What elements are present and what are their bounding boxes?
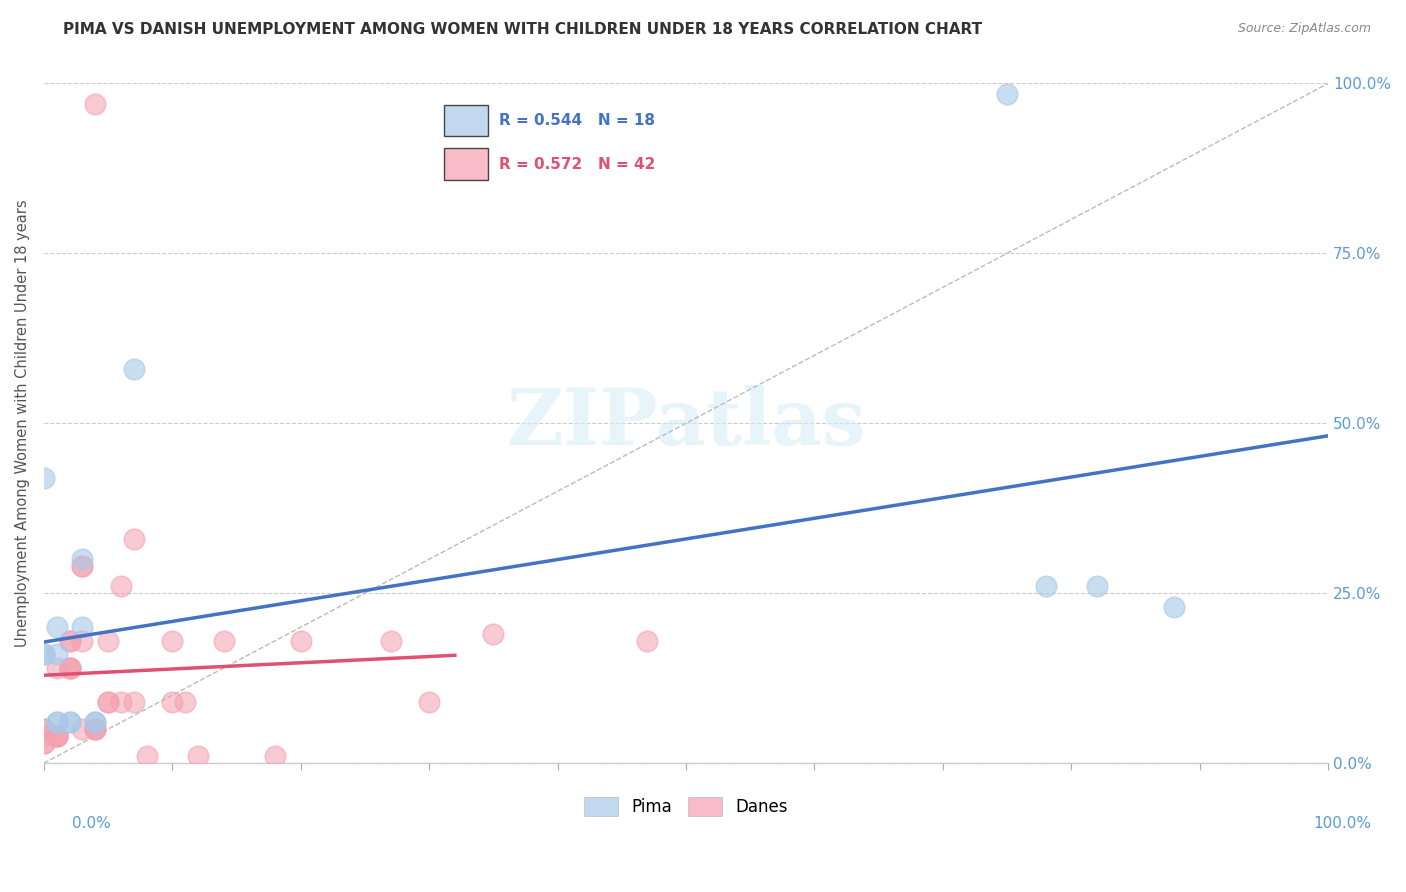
Point [72,620,94,634]
Text: Source: ZipAtlas.com: Source: ZipAtlas.com [1237,22,1371,36]
Point [45,729,67,743]
Point [1035,579,1057,593]
Point [45,620,67,634]
Point [45,729,67,743]
Point [174,695,197,709]
Point [1085,579,1108,593]
Y-axis label: Unemployment Among Women with Children Under 18 years: Unemployment Among Women with Children U… [15,200,30,647]
Point [97,695,120,709]
Point [72,552,94,566]
Point [32,722,55,736]
Point [84,722,107,736]
Point [45,729,67,743]
Point [264,749,287,764]
Point [84,722,107,736]
Point [162,695,184,709]
Point [32,648,55,662]
Point [995,87,1018,101]
Point [32,736,55,750]
Point [45,729,67,743]
Point [380,633,402,648]
Point [84,715,107,730]
Point [482,627,505,641]
Point [72,722,94,736]
Point [110,579,132,593]
Text: PIMA VS DANISH UNEMPLOYMENT AMONG WOMEN WITH CHILDREN UNDER 18 YEARS CORRELATION: PIMA VS DANISH UNEMPLOYMENT AMONG WOMEN … [63,22,983,37]
Text: ZIPatlas: ZIPatlas [506,385,866,461]
Point [72,559,94,574]
Point [290,633,312,648]
Point [32,470,55,484]
Point [45,715,67,730]
Text: 100.0%: 100.0% [1313,816,1372,831]
Point [84,722,107,736]
Point [58,715,80,730]
Point [58,633,80,648]
Point [32,729,55,743]
Point [122,695,145,709]
Point [58,715,80,730]
Point [122,362,145,376]
Point [637,633,659,648]
Point [162,633,184,648]
Point [72,559,94,574]
Point [110,695,132,709]
Legend: Pima, Danes: Pima, Danes [578,791,794,822]
Point [45,715,67,730]
Point [122,532,145,546]
Point [58,661,80,675]
Point [32,722,55,736]
Point [58,661,80,675]
Point [97,633,120,648]
Point [418,695,440,709]
Point [58,661,80,675]
Point [84,715,107,730]
Point [97,695,120,709]
Point [32,648,55,662]
Text: 0.0%: 0.0% [72,816,111,831]
Point [45,661,67,675]
Point [58,633,80,648]
Point [135,749,157,764]
Point [187,749,209,764]
Point [45,648,67,662]
Point [1163,599,1185,614]
Point [212,633,235,648]
Point [72,633,94,648]
Point [84,96,107,111]
Point [32,736,55,750]
